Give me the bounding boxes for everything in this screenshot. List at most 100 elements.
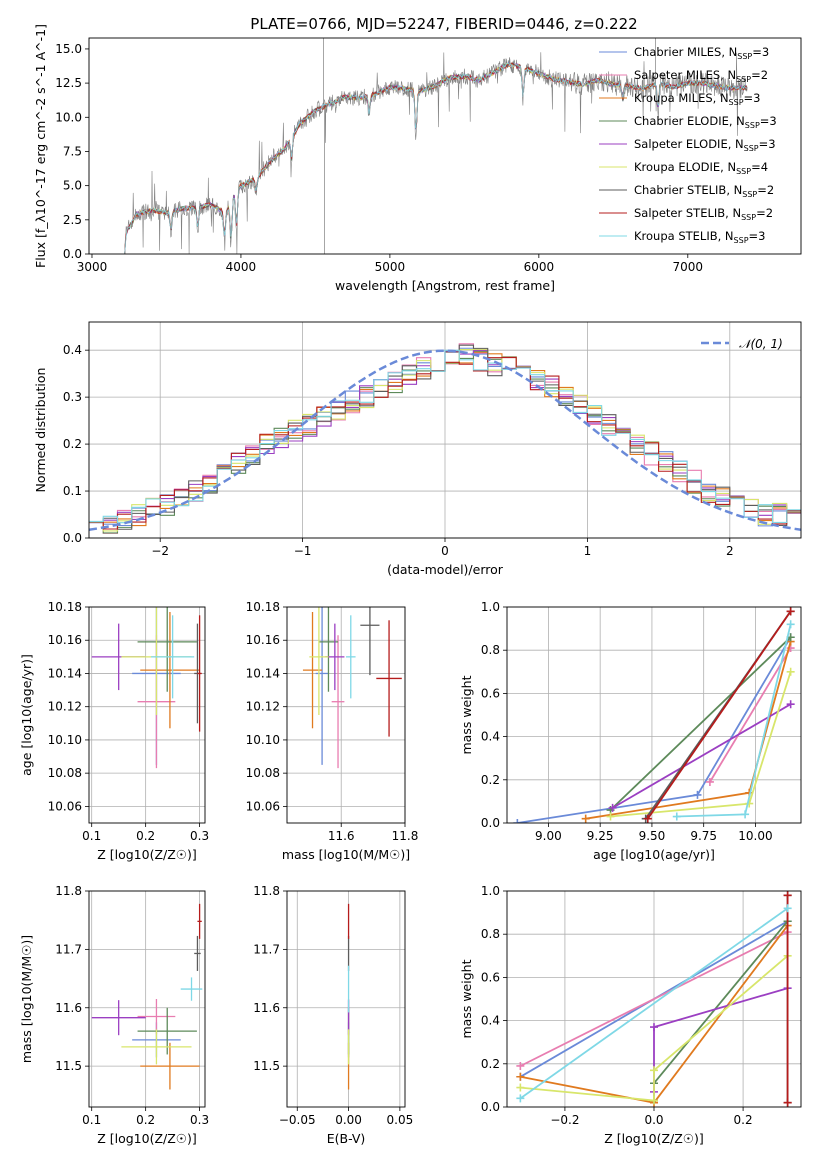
mass-weight-marker xyxy=(516,1083,525,1092)
legend-label: 𝒩(0, 1) xyxy=(739,337,783,351)
x-tick-label: 0.3 xyxy=(190,829,209,843)
y-tick-label: 1.0 xyxy=(481,884,500,898)
x-tick-label: 1 xyxy=(584,544,592,558)
x-axis-label: (data-model)/error xyxy=(387,562,504,577)
axes-frame xyxy=(88,606,206,824)
x-axis-label: E(B-V) xyxy=(327,1131,366,1146)
y-tick-label: 0.1 xyxy=(63,484,82,498)
y-tick-label: 0.6 xyxy=(481,970,500,984)
x-axis-label: wavelength [Angstrom, rest frame] xyxy=(335,278,555,293)
legend-label: Chabrier ELODIE, NSSP=3 xyxy=(634,114,777,130)
mass_weight_vs_Z-plot-area xyxy=(516,891,792,1107)
x-tick-label: 5000 xyxy=(375,260,406,274)
mass-weight-marker xyxy=(581,814,590,823)
errorbar-point xyxy=(309,607,329,715)
legend-label: Salpeter MILES, NSSP=2 xyxy=(634,68,768,84)
y-tick-label: 1.0 xyxy=(481,600,500,614)
x-tick-label: 2 xyxy=(726,544,734,558)
y-tick-label: 11.6 xyxy=(253,1001,280,1015)
y-tick-label: 7.5 xyxy=(63,144,82,158)
mass-weight-marker xyxy=(786,607,795,616)
y-tick-label: 11.7 xyxy=(253,942,280,956)
y-tick-label: 0.0 xyxy=(481,816,500,830)
mass-weight-marker xyxy=(783,1098,792,1107)
mass-weight-marker xyxy=(650,1096,658,1105)
legend-label: Salpeter STELIB, NSSP=2 xyxy=(634,206,773,222)
y-tick-label: 2.5 xyxy=(63,213,82,227)
y-tick-label: 10.12 xyxy=(48,700,82,714)
errorbar-point xyxy=(360,607,380,676)
errorbar-point xyxy=(151,615,195,699)
mass-weight-marker xyxy=(516,1094,525,1103)
y-tick-label: 10.06 xyxy=(246,799,280,813)
residuals-plot-area xyxy=(89,343,801,534)
errorbar-point xyxy=(180,977,203,1001)
x-tick-label: 6000 xyxy=(524,260,555,274)
x-tick-label: 3000 xyxy=(77,260,108,274)
y-tick-label: 10.08 xyxy=(246,766,280,780)
y-tick-label: 0.2 xyxy=(481,773,500,787)
y-tick-label: 0.4 xyxy=(481,1014,500,1028)
x-tick-label: 4000 xyxy=(226,260,257,274)
mass-weight-marker xyxy=(786,700,795,709)
y-tick-label: 10.10 xyxy=(246,733,280,747)
mass_weight_vs_Z-panel: −0.2 0.0 0.2 0.0 0.2 0.4 0.6 0.8 1.0 Z [log10(Z/Z… xyxy=(459,884,802,1146)
y-tick-label: 10.14 xyxy=(246,666,280,680)
x-tick-label: 0.2 xyxy=(136,1113,155,1127)
normal-curve xyxy=(89,349,801,532)
x-tick-label: 11.8 xyxy=(392,829,419,843)
x-tick-label: 9.25 xyxy=(587,829,614,843)
x-axis-label: mass [log10(M/M☉)] xyxy=(282,847,410,862)
y-tick-label: 12.5 xyxy=(55,76,82,90)
spectrum-model-line xyxy=(124,62,748,254)
legend-label: Chabrier MILES, NSSP=3 xyxy=(634,45,769,61)
y-tick-label: 0.0 xyxy=(481,1100,500,1114)
mass-weight-marker xyxy=(606,812,615,821)
x-tick-label: 9.50 xyxy=(639,829,666,843)
mass_vs_ebv-panel: −0.05 0.00 0.05 11.5 11.6 11.7 11.8 E(B-V) xyxy=(253,884,413,1146)
mass-weight-line xyxy=(520,955,789,1102)
age_vs_mass-plot-area xyxy=(302,607,402,769)
errorbar-point xyxy=(137,999,176,1035)
mass-weight-marker xyxy=(516,1061,525,1070)
errorbar-point xyxy=(91,1000,146,1036)
y-tick-label: 0.2 xyxy=(63,437,82,451)
x-tick-label: −2 xyxy=(151,544,169,558)
age_vs_Z-plot-area xyxy=(91,607,202,769)
y-tick-label: 11.8 xyxy=(55,884,82,898)
y-tick-label: 0.3 xyxy=(63,390,82,404)
x-tick-label: 0.1 xyxy=(82,1113,101,1127)
y-tick-label: 10.16 xyxy=(246,633,280,647)
mass-weight-line xyxy=(609,636,792,811)
x-tick-label: 0.0 xyxy=(644,1113,663,1127)
age_vs_Z-panel: 0.1 0.2 0.3 10.06 10.08 10.10 10.12 10.14 10.16 1… xyxy=(19,600,209,862)
spectrum-panel: 3000 4000 5000 6000 7000 0.0 2.5 5.0 7.5 10.0 12.5… xyxy=(33,24,802,293)
errorbar-point xyxy=(315,607,329,765)
mass-weight-line xyxy=(519,907,789,1100)
y-axis-label: mass [log10(M/M☉)] xyxy=(19,935,34,1063)
x-axis-label: Z [log10(Z/Z☉)] xyxy=(97,1131,197,1146)
y-tick-label: 10.0 xyxy=(55,110,82,124)
mass_weight_vs_age-plot-area xyxy=(513,607,795,823)
mass-weight-marker xyxy=(643,814,652,823)
y-tick-label: 10.14 xyxy=(48,666,82,680)
axes-frame xyxy=(506,890,802,1108)
legend-label: Kroupa ELODIE, NSSP=4 xyxy=(634,160,768,176)
x-tick-label: 9.00 xyxy=(535,829,562,843)
errorbar-point xyxy=(137,607,197,692)
legend-label: Kroupa MILES, NSSP=3 xyxy=(634,91,760,107)
errorbar-point xyxy=(376,620,402,737)
y-tick-label: 10.12 xyxy=(246,700,280,714)
y-tick-label: 10.10 xyxy=(48,733,82,747)
y-tick-label: 0.2 xyxy=(481,1057,500,1071)
y-tick-label: 10.06 xyxy=(48,799,82,813)
y-tick-label: 10.16 xyxy=(48,633,82,647)
y-tick-label: 0.8 xyxy=(481,643,500,657)
y-tick-label: 0.6 xyxy=(481,686,500,700)
mass_vs_Z-plot-area xyxy=(91,903,203,1090)
y-tick-label: 11.8 xyxy=(253,884,280,898)
y-tick-label: 0.4 xyxy=(481,730,500,744)
age_vs_mass-panel: 11.6 11.8 10.06 10.08 10.10 10.12 10.14 10.16 10… xyxy=(246,600,419,862)
y-tick-label: 0.0 xyxy=(63,531,82,545)
